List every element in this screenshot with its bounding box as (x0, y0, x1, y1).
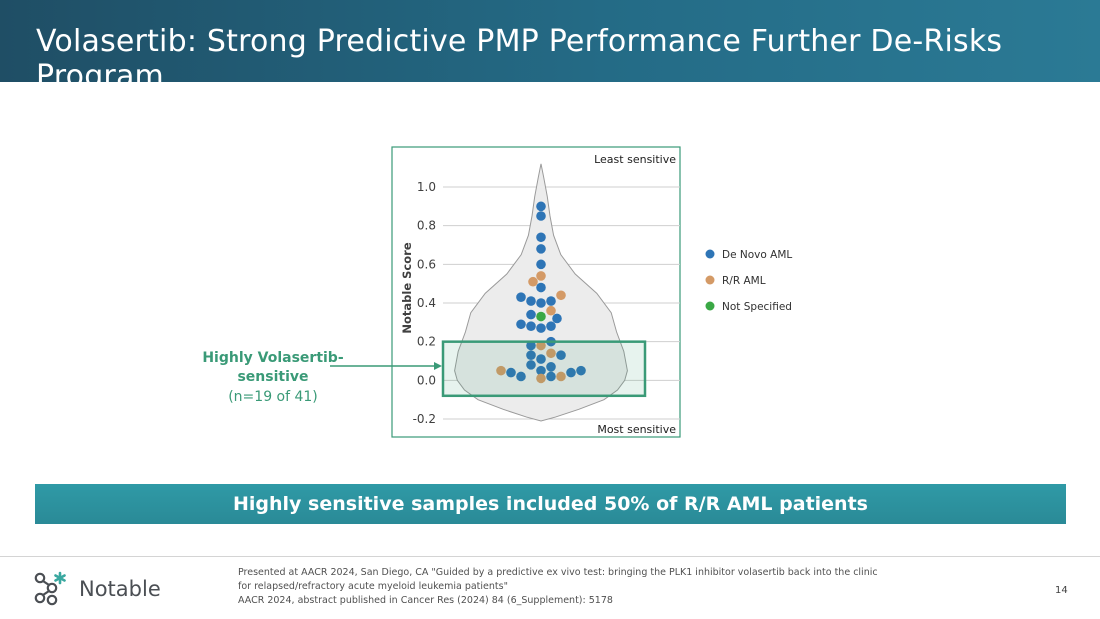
data-point-de-novo-aml (536, 282, 546, 293)
data-point-r-r-aml (536, 373, 546, 384)
data-point-de-novo-aml (526, 340, 536, 351)
data-point-de-novo-aml (556, 350, 566, 361)
footnote-line-1: Presented at AACR 2024, San Diego, CA "G… (238, 567, 878, 578)
takeaway-banner: Highly sensitive samples included 50% of… (35, 484, 1066, 524)
data-point-r-r-aml (528, 276, 538, 287)
data-point-r-r-aml (496, 365, 506, 376)
violin-shape (454, 163, 628, 422)
violin-chart: -0.2 0.0 0.2 0.4 0.6 0.8 1.0 Notable Score Lea… (330, 146, 792, 438)
data-point-de-novo-aml (516, 371, 526, 382)
data-point-de-novo-aml (516, 292, 526, 303)
data-point-de-novo-aml (536, 211, 546, 221)
legend-label-de-novo-aml: De Novo AML (722, 249, 792, 261)
data-point-de-novo-aml (536, 232, 546, 243)
data-point-de-novo-aml (526, 360, 536, 370)
legend-marker-not-specified (705, 301, 715, 311)
footer-divider (0, 556, 1100, 557)
title-bar: Volasertib: Strong Predictive PMP Perfor… (0, 0, 1100, 94)
y-tick-label: 0.6 (417, 257, 436, 271)
y-axis-label: Notable Score (400, 242, 414, 333)
data-point-de-novo-aml (536, 259, 546, 270)
data-point-de-novo-aml (536, 323, 546, 333)
y-tick-label: 1.0 (417, 180, 436, 194)
data-point-not-specified (536, 311, 546, 322)
data-point-r-r-aml (546, 305, 556, 316)
legend-label-r-r-aml: R/R AML (722, 275, 766, 287)
data-point-de-novo-aml (526, 321, 536, 332)
y-tick-label: 0.2 (417, 335, 436, 349)
callout-count: (n=19 of 41) (228, 389, 318, 405)
data-point-r-r-aml (556, 371, 566, 382)
data-point-de-novo-aml (536, 244, 546, 254)
data-point-r-r-aml (546, 348, 556, 359)
y-tick-label: -0.2 (413, 412, 436, 426)
data-point-de-novo-aml (546, 371, 556, 382)
callout-line-1: Highly Volasertib- (202, 350, 344, 366)
legend-label-not-specified: Not Specified (722, 301, 792, 313)
data-point-r-r-aml (536, 271, 546, 281)
data-point-de-novo-aml (526, 350, 536, 361)
data-point-de-novo-aml (546, 362, 556, 372)
data-point-de-novo-aml (536, 298, 546, 308)
data-point-de-novo-aml (526, 309, 536, 320)
legend-marker-de-novo-aml (705, 249, 715, 259)
data-point-de-novo-aml (546, 321, 556, 332)
data-point-r-r-aml (536, 340, 546, 351)
data-point-de-novo-aml (576, 365, 586, 376)
highlight-box (441, 340, 647, 398)
notable-logo-icon (34, 571, 66, 606)
data-point-de-novo-aml (546, 296, 556, 306)
data-point-r-r-aml (556, 290, 566, 301)
data-point-de-novo-aml (566, 367, 576, 378)
logo-text: Notable (79, 577, 161, 601)
annotation-least-sensitive: Least sensitive (594, 153, 676, 166)
callout-line-2: sensitive (237, 369, 309, 385)
legend-marker-r-r-aml (705, 275, 715, 285)
data-point-de-novo-aml (536, 365, 546, 376)
callout-arrowhead (434, 362, 442, 370)
y-tick-label: 0.8 (417, 219, 436, 233)
data-point-de-novo-aml (506, 367, 516, 378)
data-point-de-novo-aml (536, 354, 546, 364)
page-number: 14 (1055, 585, 1068, 596)
y-tick-label: 0.4 (417, 296, 436, 310)
data-point-de-novo-aml (526, 296, 536, 306)
footnote-line-2: for relapsed/refractory acute myeloid le… (238, 581, 508, 592)
slide-title: Volasertib: Strong Predictive PMP Perfor… (36, 24, 1003, 94)
data-point-de-novo-aml (552, 313, 562, 324)
y-tick-label: 0.0 (417, 373, 436, 387)
data-point-de-novo-aml (516, 319, 526, 330)
data-point-de-novo-aml (536, 201, 546, 212)
footnote-line-3: AACR 2024, abstract published in Cancer … (238, 595, 613, 606)
annotation-most-sensitive: Most sensitive (597, 423, 676, 436)
